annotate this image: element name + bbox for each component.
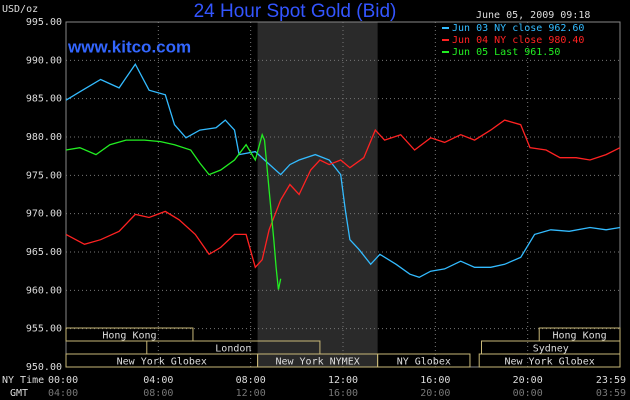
session-label: London <box>215 344 251 355</box>
gmt-tick-label: 16:00 <box>328 388 358 399</box>
y-tick-label: 980.00 <box>26 132 62 143</box>
x-tick-label: 20:00 <box>513 375 543 386</box>
gmt-tick-label: 03:59 <box>596 388 626 399</box>
price-line <box>65 119 621 269</box>
x-tick-label: 00:00 <box>48 375 78 386</box>
x-tick-label: 12:00 <box>328 375 358 386</box>
x-tick-label: 23:59 <box>596 375 626 386</box>
y-tick-label: 965.00 <box>26 247 62 258</box>
session-shade <box>257 22 378 367</box>
y-axis-label: USD/oz <box>2 4 38 15</box>
timestamp: June 05, 2009 09:18 <box>476 10 590 21</box>
gmt-tick-label: 12:00 <box>236 388 266 399</box>
x-tick-label: 16:00 <box>420 375 450 386</box>
y-tick-label: 995.00 <box>26 17 62 28</box>
session-bar <box>65 327 194 342</box>
gmt-tick-label: 00:00 <box>513 388 543 399</box>
x-row-label: NY Time <box>2 375 44 386</box>
session-label: New York NYMEX <box>275 357 359 368</box>
x-tick-label: 04:00 <box>143 375 173 386</box>
gmt-tick-label: 20:00 <box>420 388 450 399</box>
session-bar <box>377 353 471 368</box>
legend-label: Jun 04 NY close 980.40 <box>452 35 584 46</box>
session-bar <box>478 353 621 368</box>
y-tick-label: 970.00 <box>26 209 62 220</box>
legend-label: Jun 05 Last 961.50 <box>452 47 560 58</box>
session-label: New York Globex <box>504 357 594 368</box>
gmt-row-label: GMT <box>10 388 28 399</box>
x-tick-label: 08:00 <box>236 375 266 386</box>
y-tick-label: 985.00 <box>26 94 62 105</box>
chart-title: 24 Hour Spot Gold (Bid) <box>194 1 397 22</box>
y-tick-label: 975.00 <box>26 170 62 181</box>
session-label: Sydney <box>533 344 569 355</box>
y-tick-label: 955.00 <box>26 324 62 335</box>
price-line <box>65 62 621 279</box>
y-tick-label: 960.00 <box>26 285 62 296</box>
session-label: Hong Kong <box>102 331 156 342</box>
y-tick-label: 990.00 <box>26 55 62 66</box>
session-label: NY Globex <box>397 357 451 368</box>
session-label: Hong Kong <box>553 331 607 342</box>
gmt-tick-label: 08:00 <box>143 388 173 399</box>
legend-label: Jun 03 NY close 962.60 <box>452 23 584 34</box>
gmt-tick-label: 04:00 <box>48 388 78 399</box>
session-label: New York Globex <box>117 357 207 368</box>
price-line <box>65 132 282 290</box>
watermark: www.kitco.com <box>67 37 191 56</box>
y-tick-label: 950.00 <box>26 362 62 373</box>
